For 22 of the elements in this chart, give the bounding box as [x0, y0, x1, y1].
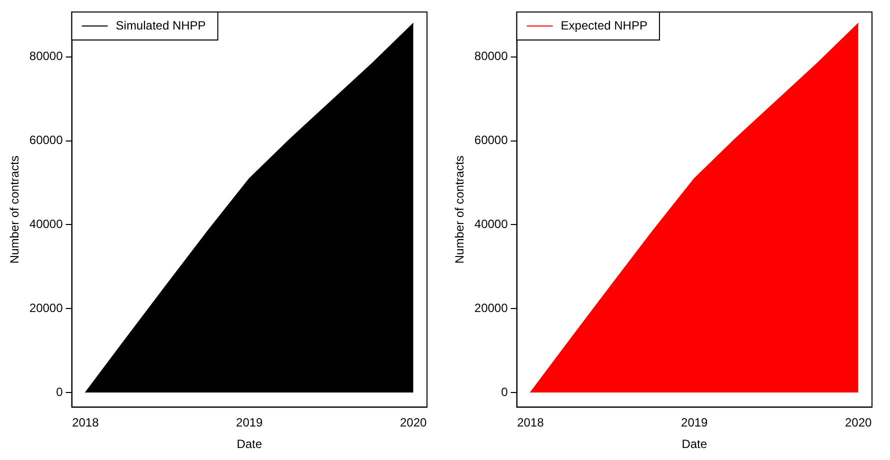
x-tick-label: 2020	[844, 416, 872, 430]
y-tick-label: 40000	[474, 217, 508, 232]
y-tick-label: 20000	[474, 300, 508, 315]
y-tick-label: 60000	[29, 133, 64, 148]
legend-label: Expected NHPP	[560, 18, 648, 32]
y-tick-label: 20000	[29, 300, 64, 315]
x-tick-label: 2018	[517, 416, 544, 430]
y-axis-title: Number of contracts	[8, 156, 22, 264]
y-axis-title: Number of contracts	[452, 156, 467, 264]
y-tick-label: 40000	[29, 217, 64, 232]
y-tick-label: 80000	[474, 49, 508, 64]
x-axis-title: Date	[236, 437, 262, 452]
x-tick-label: 2019	[681, 416, 708, 430]
y-tick-label: 80000	[29, 49, 64, 64]
legend-label: Simulated NHPP	[116, 18, 206, 32]
y-tick-label: 0	[56, 384, 64, 399]
x-tick-label: 2019	[236, 416, 264, 430]
y-tick-label: 60000	[474, 133, 508, 148]
x-tick-label: 2020	[400, 416, 428, 430]
y-tick-label: 0	[501, 384, 508, 399]
x-axis-title: Date	[682, 437, 708, 452]
x-tick-label: 2018	[72, 416, 100, 430]
